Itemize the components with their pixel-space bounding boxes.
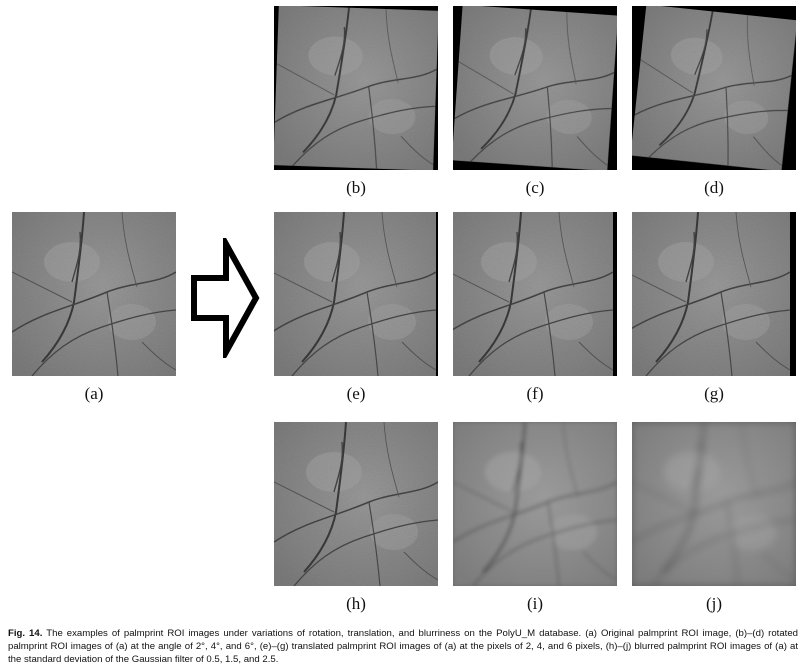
panel-label-h: (h) [346, 594, 366, 613]
palmprint-roi-blurred-1-5 [453, 422, 617, 586]
palmprint-roi-translated-6px [632, 212, 796, 376]
panel-label-e: (e) [346, 384, 366, 403]
palmprint-roi-blurred-0-5 [274, 422, 438, 586]
panel-label-b: (b) [346, 178, 366, 197]
panel-label-i: (i) [526, 594, 544, 613]
panel-label-a: (a) [84, 384, 104, 403]
panel-label-g: (g) [704, 384, 724, 403]
palmprint-roi-translated-2px [274, 212, 438, 376]
palmprint-roi-rotated-4deg [453, 6, 617, 170]
palmprint-roi-translated-4px [453, 212, 617, 376]
palmprint-roi-rotated-6deg [632, 6, 796, 170]
palmprint-roi-blurred-2-5 [632, 422, 796, 586]
palmprint-roi-original [12, 212, 176, 376]
palmprint-roi-rotated-2deg [274, 6, 438, 170]
figure-label: Fig. 14. [8, 628, 43, 639]
right-arrow-icon [191, 238, 260, 358]
panel-label-j: (j) [705, 594, 723, 613]
panel-label-d: (d) [704, 178, 724, 197]
figure-caption: Fig. 14. The examples of palmprint ROI i… [8, 628, 798, 666]
caption-text: The examples of palmprint ROI images und… [8, 628, 799, 665]
panel-label-c: (c) [525, 178, 545, 197]
panel-label-f: (f) [526, 384, 544, 403]
